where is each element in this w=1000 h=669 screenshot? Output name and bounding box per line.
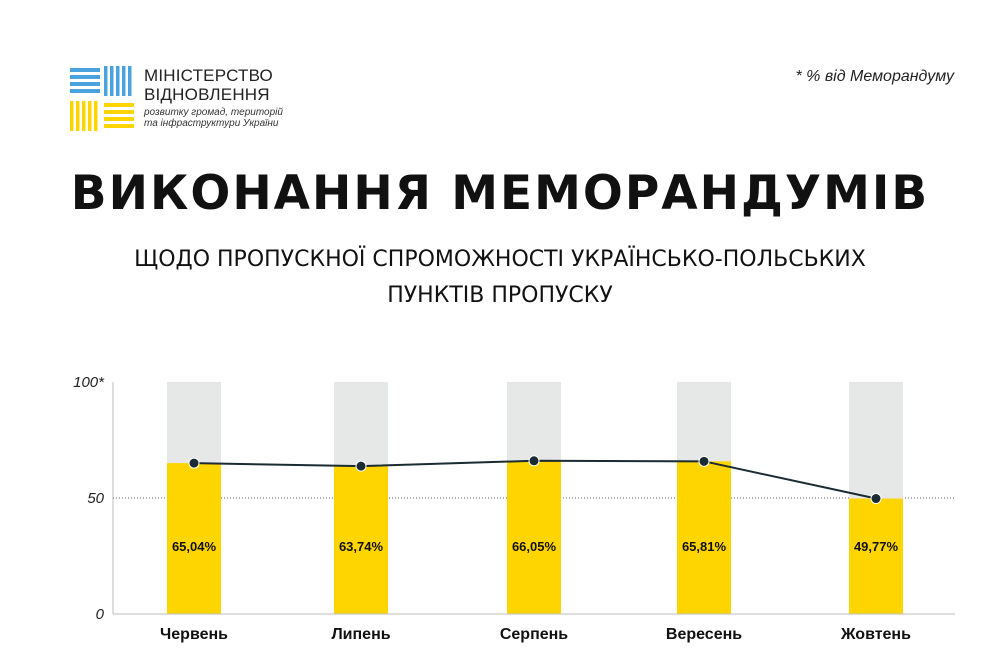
emblem-blue-hbar bbox=[70, 68, 100, 72]
line-point bbox=[698, 455, 710, 467]
emblem-yellow-hbar bbox=[104, 103, 134, 107]
ministry-emblem-icon bbox=[70, 66, 134, 131]
footnote: * % від Меморандуму bbox=[795, 68, 954, 85]
x-tick-label: Вересень bbox=[666, 626, 742, 643]
emblem-yellow-vbar bbox=[76, 101, 80, 131]
data-label: 63,74% bbox=[339, 539, 384, 554]
data-label: 65,04% bbox=[172, 539, 217, 554]
emblem-yellow-hbar bbox=[104, 117, 134, 121]
bar bbox=[677, 461, 731, 614]
emblem-yellow-vbar bbox=[94, 101, 98, 131]
emblem-blue-vbar bbox=[128, 66, 132, 96]
logo-line-4: та інфраструктури України bbox=[144, 118, 279, 129]
line-point bbox=[188, 457, 200, 469]
ministry-logo: МІНІСТЕРСТВО ВІДНОВЛЕННЯ розвитку громад… bbox=[70, 66, 330, 132]
emblem-yellow-vbar bbox=[82, 101, 86, 131]
bar bbox=[167, 463, 221, 614]
emblem-yellow-hbar bbox=[104, 110, 134, 114]
data-label: 49,77% bbox=[854, 539, 899, 554]
logo-line-1: МІНІСТЕРСТВО bbox=[144, 66, 273, 85]
page-title: ВИКОНАННЯ МЕМОРАНДУМІВ bbox=[70, 166, 930, 221]
line-point bbox=[355, 460, 367, 472]
emblem-blue-hbar bbox=[70, 82, 100, 86]
x-tick-label: Липень bbox=[331, 626, 390, 643]
memorandum-chart: 0 50 100* 65,04% 63,74% 66,05% 65,81% 49,77% Чер… bbox=[73, 374, 955, 643]
line-point bbox=[528, 455, 540, 467]
x-tick-label: Жовтень bbox=[840, 626, 911, 643]
subtitle-line-2: ПУНКТІВ ПРОПУСКУ bbox=[387, 283, 613, 308]
line-point bbox=[870, 493, 882, 505]
emblem-blue-hbar bbox=[70, 75, 100, 79]
logo-line-3: розвитку громад, територій bbox=[144, 107, 283, 118]
bar bbox=[849, 498, 903, 614]
emblem-blue-vbar bbox=[110, 66, 114, 96]
data-label: 66,05% bbox=[512, 539, 557, 554]
data-label: 65,81% bbox=[682, 539, 727, 554]
emblem-blue-hbar bbox=[70, 89, 100, 93]
emblem-yellow-hbar bbox=[104, 124, 134, 128]
y-tick-label: 0 bbox=[96, 606, 105, 623]
x-tick-label: Червень bbox=[160, 626, 228, 643]
logo-line-2: ВІДНОВЛЕННЯ bbox=[144, 85, 270, 104]
emblem-yellow-vbar bbox=[88, 101, 92, 131]
emblem-blue-vbar bbox=[104, 66, 108, 96]
emblem-blue-vbar bbox=[116, 66, 120, 96]
emblem-blue-vbar bbox=[122, 66, 126, 96]
bar bbox=[507, 460, 561, 614]
y-tick-label: 100* bbox=[73, 374, 105, 391]
emblem-yellow-vbar bbox=[70, 101, 74, 131]
x-tick-label: Серпень bbox=[500, 626, 568, 643]
subtitle-line-1: ЩОДО ПРОПУСКНОЇ СПРОМОЖНОСТІ УКРАЇНСЬКО-… bbox=[134, 247, 866, 272]
page-subtitle: ЩОДО ПРОПУСКНОЇ СПРОМОЖНОСТІ УКРАЇНСЬКО-… bbox=[0, 242, 1000, 314]
logo-text: МІНІСТЕРСТВО ВІДНОВЛЕННЯ розвитку громад… bbox=[144, 66, 283, 129]
bar bbox=[334, 466, 388, 614]
y-tick-label: 50 bbox=[87, 490, 104, 507]
